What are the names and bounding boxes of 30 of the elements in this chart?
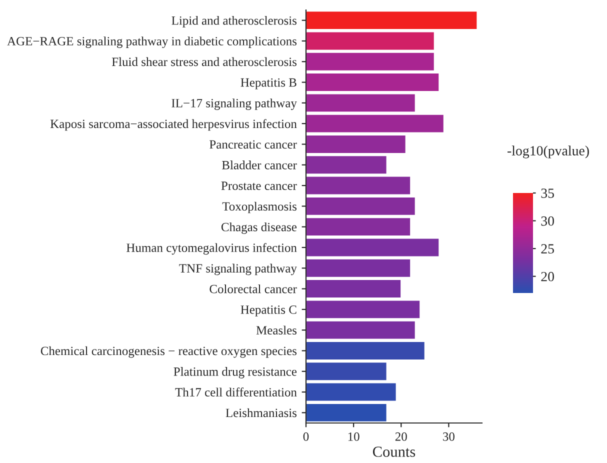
x-tick-label: 0 bbox=[303, 432, 309, 441]
y-tick-label: Platinum drug resistance bbox=[174, 367, 297, 378]
y-tick-label: Leishmaniasis bbox=[226, 408, 297, 418]
color-bar-label: 35 bbox=[541, 188, 554, 198]
y-tick-label: Measles bbox=[256, 326, 297, 335]
y-tick-label: Chemical carcinogenesis − reactive oxygen species bbox=[40, 346, 297, 358]
y-tick-label: Colorectal cancer bbox=[210, 284, 297, 294]
y-tick-label: TNF signaling pathway bbox=[179, 264, 297, 276]
y-tick-label: Pancreatic cancer bbox=[210, 140, 297, 149]
y-tick-label: IL−17 signaling pathway bbox=[172, 98, 297, 110]
y-tick-label: Bladder cancer bbox=[222, 160, 297, 170]
color-bar-label: 25 bbox=[541, 244, 554, 254]
x-tick-label: 10 bbox=[348, 432, 360, 441]
y-tick-label: Toxoplasmosis bbox=[222, 202, 297, 214]
color-bar-label: 30 bbox=[541, 216, 554, 226]
y-tick-label: Kaposi sarcoma−associated herpesvirus infection bbox=[50, 119, 297, 131]
y-tick-label: Hepatitis B bbox=[240, 78, 296, 90]
y-tick-label: Chagas disease bbox=[221, 222, 297, 234]
y-tick-label: Lipid and atherosclerosis bbox=[172, 16, 297, 28]
x-tick-label: 20 bbox=[395, 432, 407, 441]
y-tick-label: Hepatitis C bbox=[240, 305, 296, 316]
x-tick-label: 30 bbox=[443, 432, 454, 441]
y-tick-label: Human cytomegalovirus infection bbox=[126, 243, 297, 255]
x-axis-title: Counts bbox=[372, 446, 416, 457]
y-tick-label: Prostate cancer bbox=[221, 182, 297, 190]
y-tick-label: Th17 cell differentiation bbox=[175, 388, 297, 396]
color-bar-label: 20 bbox=[541, 272, 554, 282]
y-tick-label: AGE−RAGE signaling pathway in diabetic complications bbox=[7, 36, 297, 48]
color-bar-title: -log10(pvalue) bbox=[508, 146, 589, 158]
y-tick-label: Fluid shear stress and atherosclerosis bbox=[112, 57, 297, 66]
